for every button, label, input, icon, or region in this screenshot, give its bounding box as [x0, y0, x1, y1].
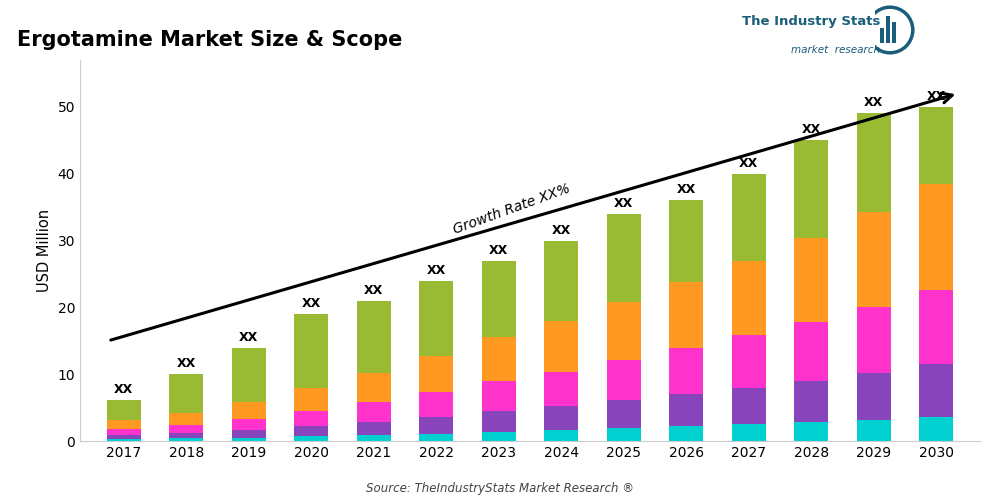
Text: XX: XX	[927, 90, 946, 103]
Bar	[357, 300, 391, 373]
Bar	[482, 432, 516, 441]
Bar	[294, 426, 328, 436]
Bar	[482, 411, 516, 432]
Text: XX: XX	[739, 156, 758, 170]
Text: XX: XX	[177, 358, 196, 370]
Bar	[544, 430, 578, 441]
Bar	[607, 302, 641, 360]
Text: Source: TheIndustryStats Market Research ®: Source: TheIndustryStats Market Research…	[366, 482, 634, 495]
Bar	[482, 260, 516, 338]
Bar	[232, 430, 266, 438]
Bar	[857, 114, 891, 212]
Bar	[232, 419, 266, 430]
Text: XX: XX	[802, 123, 821, 136]
Bar	[607, 214, 641, 302]
Bar	[669, 348, 703, 395]
Bar	[357, 402, 391, 421]
Bar	[419, 280, 453, 356]
Bar	[419, 356, 453, 393]
Text: XX: XX	[239, 330, 258, 344]
Bar	[669, 394, 703, 426]
Bar	[794, 381, 828, 422]
Bar	[419, 392, 453, 417]
Bar	[107, 435, 141, 439]
Text: XX: XX	[614, 197, 633, 210]
Bar	[357, 422, 391, 435]
Bar	[232, 348, 266, 403]
Bar	[294, 388, 328, 411]
Bar	[669, 200, 703, 282]
Text: market  research: market research	[791, 45, 880, 55]
Text: XX: XX	[364, 284, 383, 296]
Bar	[857, 373, 891, 420]
Bar	[169, 374, 203, 413]
Bar	[857, 306, 891, 373]
Bar	[919, 290, 953, 364]
Bar	[794, 140, 828, 238]
Bar	[607, 428, 641, 441]
Text: XX: XX	[302, 297, 321, 310]
Bar	[482, 381, 516, 411]
Bar	[857, 420, 891, 441]
Bar	[732, 174, 766, 260]
Bar	[732, 336, 766, 388]
Y-axis label: USD Million: USD Million	[37, 209, 52, 292]
Text: XX: XX	[864, 96, 883, 110]
Bar	[794, 238, 828, 322]
Bar	[919, 417, 953, 441]
Bar	[544, 240, 578, 321]
Bar	[169, 425, 203, 433]
Bar	[880, 28, 884, 43]
Bar	[892, 22, 896, 43]
Bar	[357, 435, 391, 441]
Bar	[294, 411, 328, 426]
Bar	[794, 322, 828, 381]
Bar	[607, 400, 641, 428]
Bar	[794, 422, 828, 441]
Text: XX: XX	[677, 184, 696, 196]
Text: The Industry Stats: The Industry Stats	[742, 15, 880, 28]
Bar	[107, 400, 141, 420]
Text: Growth Rate XX%: Growth Rate XX%	[451, 182, 572, 237]
Bar	[544, 406, 578, 430]
Bar	[169, 433, 203, 438]
Text: XX: XX	[114, 384, 133, 396]
Text: XX: XX	[552, 224, 571, 236]
Bar	[886, 16, 890, 43]
Bar	[607, 360, 641, 401]
Bar	[857, 212, 891, 306]
Bar	[169, 438, 203, 441]
Bar	[732, 260, 766, 336]
Bar	[232, 402, 266, 419]
Bar	[544, 321, 578, 372]
Text: XX: XX	[427, 264, 446, 276]
Bar	[107, 429, 141, 435]
Bar	[419, 417, 453, 434]
Bar	[732, 388, 766, 424]
Bar	[919, 184, 953, 290]
Bar	[107, 439, 141, 441]
Bar	[357, 373, 391, 402]
Text: XX: XX	[489, 244, 508, 256]
Bar	[419, 434, 453, 441]
Bar	[482, 338, 516, 381]
Bar	[169, 413, 203, 425]
Bar	[107, 420, 141, 429]
Bar	[294, 314, 328, 388]
Bar	[544, 372, 578, 406]
Bar	[669, 282, 703, 348]
Bar	[232, 438, 266, 441]
Bar	[294, 436, 328, 441]
Text: Ergotamine Market Size & Scope: Ergotamine Market Size & Scope	[17, 30, 402, 50]
Bar	[732, 424, 766, 441]
Bar	[669, 426, 703, 441]
Bar	[919, 107, 953, 184]
Bar	[919, 364, 953, 417]
